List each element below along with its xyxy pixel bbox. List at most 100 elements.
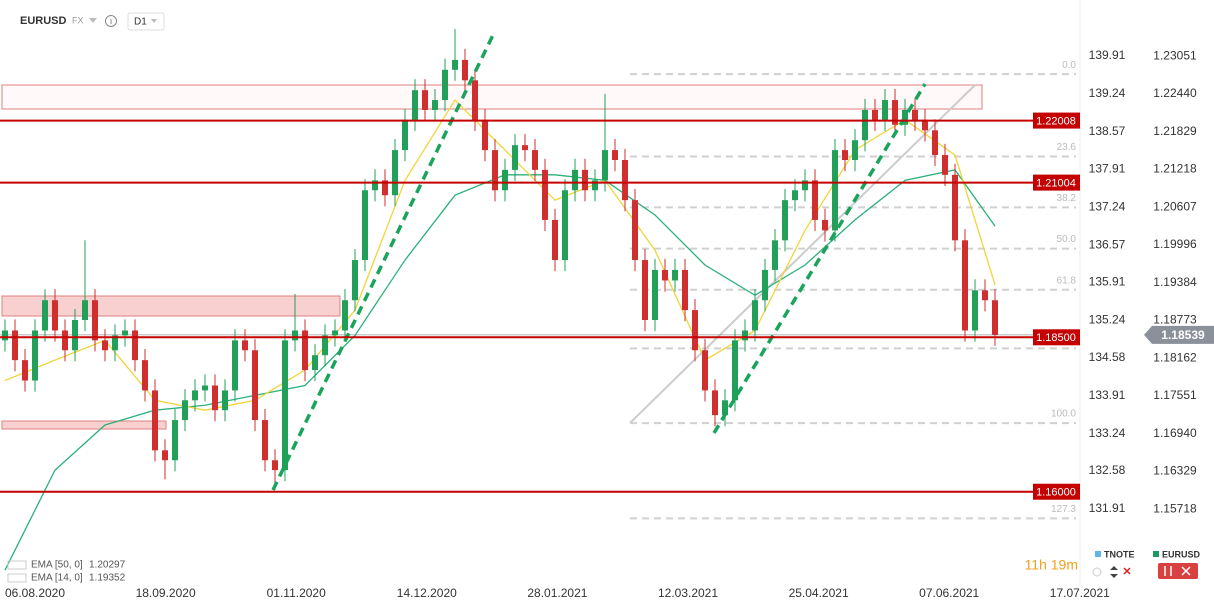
candle-body xyxy=(92,300,98,341)
candle-body xyxy=(122,330,128,336)
candle-body xyxy=(712,390,718,416)
y2-tick-label: 132.58 xyxy=(1089,463,1126,477)
info-icon[interactable] xyxy=(105,15,117,27)
legend-label: TNOTE xyxy=(1104,549,1135,559)
candle-body xyxy=(722,400,728,416)
candle-body xyxy=(22,360,28,381)
remove-icon xyxy=(1181,566,1191,576)
candle-body xyxy=(892,100,898,125)
candle-body xyxy=(642,260,648,320)
candle-body xyxy=(812,180,818,220)
level-badge xyxy=(1033,329,1080,346)
indicator-icon xyxy=(1164,566,1172,576)
candle-body xyxy=(602,150,608,181)
visibility-icon[interactable] xyxy=(1092,567,1102,577)
candle-body xyxy=(762,269,768,301)
level-badge xyxy=(1033,112,1080,129)
trend-line[interactable] xyxy=(271,34,495,491)
y-tick-label: 1.18773 xyxy=(1153,313,1197,327)
candle-body xyxy=(432,100,438,110)
candle-body xyxy=(152,390,158,451)
y-tick-label: 1.21218 xyxy=(1153,162,1197,176)
market: FX xyxy=(72,15,84,25)
y2-tick-label: 136.57 xyxy=(1089,237,1126,251)
interval-select[interactable] xyxy=(127,12,165,31)
candle-body xyxy=(322,335,328,356)
candle-body xyxy=(192,390,198,401)
fib-label: 0.0 xyxy=(1062,60,1076,71)
fib-label: 61.8 xyxy=(1057,275,1077,286)
candle-body xyxy=(782,200,788,241)
x-tick-label: 12.03.2021 xyxy=(658,586,718,600)
candle-body xyxy=(422,90,428,110)
candle-body xyxy=(262,420,268,461)
y-tick-label: 1.15718 xyxy=(1153,501,1197,515)
ema-swatch xyxy=(7,560,27,570)
candle-body xyxy=(222,390,228,411)
candle-body xyxy=(62,330,68,351)
candle-body xyxy=(112,335,118,351)
y2-tick-label: 139.24 xyxy=(1089,86,1126,100)
candle-body xyxy=(752,300,758,331)
candle-body xyxy=(242,340,248,351)
candle-body xyxy=(302,330,308,371)
legend-swatch xyxy=(1153,551,1159,557)
y-tick-label: 1.18162 xyxy=(1153,350,1197,364)
y2-tick-label: 138.57 xyxy=(1089,124,1126,138)
candle-body xyxy=(172,420,178,461)
candle-body xyxy=(482,119,488,151)
ema-swatch xyxy=(7,573,27,583)
y-tick-label: 1.19384 xyxy=(1153,275,1197,289)
instrument-toggle[interactable] xyxy=(1158,563,1198,579)
candle-body xyxy=(462,59,468,81)
trend-line[interactable] xyxy=(629,84,976,424)
candle-body xyxy=(182,400,188,421)
symbol[interactable]: EURUSD xyxy=(20,15,67,27)
candle-body xyxy=(982,290,988,301)
y2-tick-label: 139.91 xyxy=(1089,48,1126,62)
candle-body xyxy=(572,169,578,191)
countdown: 11h 19m xyxy=(1025,557,1078,573)
candle-body xyxy=(682,269,688,311)
legend-swatch xyxy=(1095,551,1101,557)
candle-body xyxy=(202,385,208,391)
candle-body xyxy=(852,140,858,160)
candle-body xyxy=(342,300,348,331)
dropdown-icon xyxy=(151,19,157,23)
legend-label: EURUSD xyxy=(1162,549,1201,559)
candle-body xyxy=(942,155,948,175)
candle-body xyxy=(962,240,968,331)
candle-body xyxy=(32,330,38,381)
zone[interactable] xyxy=(1,84,983,110)
candle-body xyxy=(352,260,358,301)
sort-icon[interactable] xyxy=(1110,566,1118,578)
remove-icon[interactable] xyxy=(1123,567,1131,575)
fib-label: 50.0 xyxy=(1057,234,1077,245)
dropdown-icon[interactable] xyxy=(89,18,97,23)
candle-body xyxy=(792,190,798,201)
y-tick-label: 1.19996 xyxy=(1153,237,1197,251)
candle-body xyxy=(922,119,928,131)
last-price-badge xyxy=(1144,325,1214,344)
ema-name: EMA [14, 0] xyxy=(31,573,83,584)
y-tick-label: 1.23051 xyxy=(1153,48,1197,62)
zone[interactable] xyxy=(1,420,167,430)
ema-value: 1.20297 xyxy=(89,560,126,571)
candle-body xyxy=(562,190,568,261)
candle-body xyxy=(652,269,658,320)
trend-line[interactable] xyxy=(712,83,927,434)
y-tick-label: 1.22440 xyxy=(1153,86,1197,100)
x-tick-label: 28.01.2021 xyxy=(527,586,587,600)
candle-body xyxy=(992,300,998,335)
level-badge xyxy=(1033,174,1080,191)
candle-body xyxy=(12,330,18,361)
candle-body xyxy=(392,150,398,196)
interval: D1 xyxy=(134,17,147,28)
candle-body xyxy=(862,109,868,141)
candle-body xyxy=(662,269,668,281)
y2-tick-label: 133.24 xyxy=(1089,426,1126,440)
candle-body xyxy=(102,340,108,351)
y2-tick-label: 134.58 xyxy=(1089,350,1126,364)
